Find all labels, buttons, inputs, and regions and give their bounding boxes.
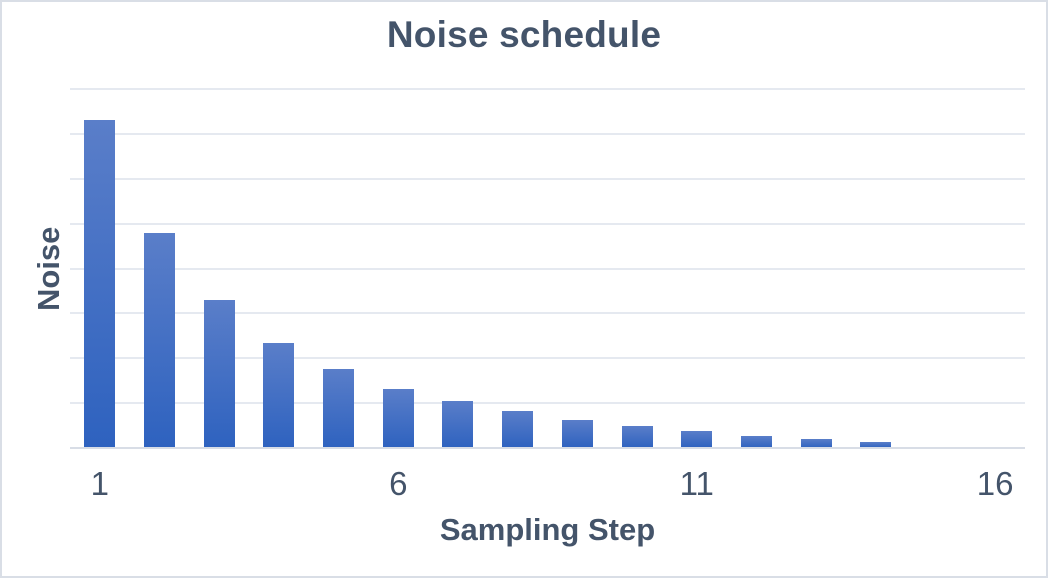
bar (442, 400, 474, 448)
x-tick-label: 16 (976, 465, 1014, 502)
bar (621, 425, 653, 448)
bar-slot (548, 89, 608, 448)
bar-slot (309, 89, 369, 448)
bar (561, 419, 593, 448)
bar-slot (667, 89, 727, 448)
x-tick-labels: 1 6 11 16 (70, 464, 1025, 506)
bar-slot (965, 89, 1025, 448)
bar-slot (249, 89, 309, 448)
x-tick-label: 1 (90, 465, 110, 502)
x-tick-label: 6 (389, 465, 408, 502)
bar-slot (906, 89, 966, 448)
bar (860, 442, 892, 448)
bar (144, 232, 176, 448)
bar-slot (130, 89, 190, 448)
plot-area (70, 88, 1025, 449)
bar (84, 120, 116, 448)
bar-slot (607, 89, 667, 448)
bar (203, 299, 235, 448)
bar (323, 369, 355, 448)
gridline (70, 267, 1025, 270)
x-axis-line (70, 447, 1025, 449)
bar-slot (428, 89, 488, 448)
gridline (70, 177, 1025, 180)
gridline (70, 402, 1025, 405)
bar-slot (368, 89, 428, 448)
bar (740, 435, 772, 448)
x-tick-label: 11 (679, 465, 714, 502)
gridline (70, 132, 1025, 135)
gridline (70, 357, 1025, 360)
bar (502, 410, 534, 448)
bar-slot (488, 89, 548, 448)
bar-slot (70, 89, 130, 448)
gridlines (70, 88, 1025, 448)
bar-slot (189, 89, 249, 448)
bar-slot (727, 89, 787, 448)
bar-slot (846, 89, 906, 448)
gridline (70, 88, 1025, 90)
chart-title: Noise schedule (386, 14, 662, 55)
bar (800, 439, 832, 448)
x-axis-title: Sampling Step (439, 512, 656, 547)
bar (263, 342, 295, 448)
bar (681, 430, 713, 448)
bars (70, 89, 1025, 448)
bar-slot (786, 89, 846, 448)
y-axis-title: Noise (31, 226, 66, 311)
gridline (70, 222, 1025, 225)
bar (382, 388, 414, 448)
gridline (70, 312, 1025, 315)
